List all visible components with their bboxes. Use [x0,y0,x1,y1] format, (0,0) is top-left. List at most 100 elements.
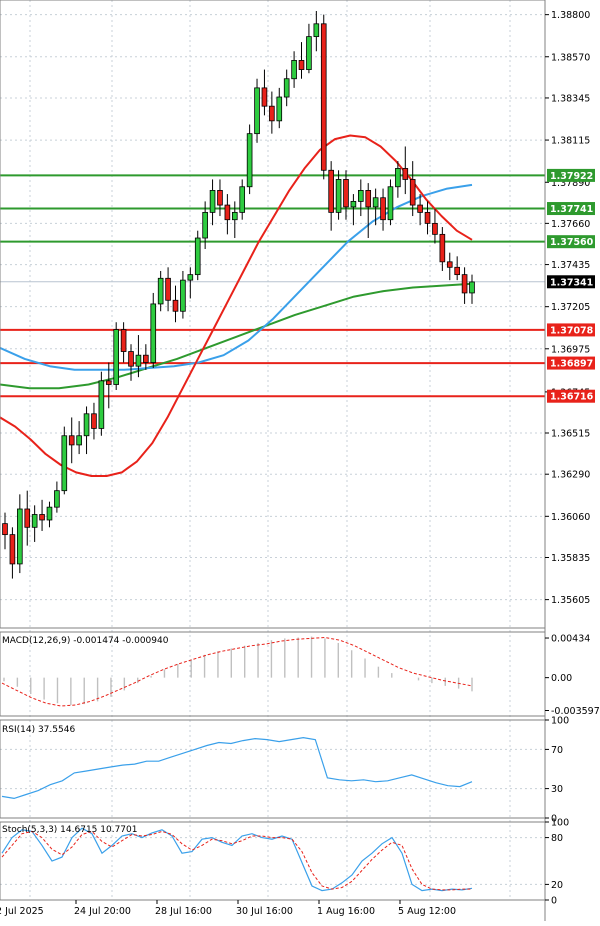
rsi-label: RSI(14) 37.5546 [2,725,75,735]
x-axis-label: 30 Jul 16:00 [236,906,293,917]
candle [409,179,416,206]
panel-frame [0,0,546,629]
rsi-tick-label: 0 [551,814,557,825]
level-label-box [547,389,595,403]
stoch-tick-label: 20 [551,880,563,891]
candle [91,413,97,429]
candle [335,179,342,213]
price-tick-label: 1.35835 [551,553,590,564]
price-tick-label: 1.36060 [551,512,590,523]
candle [276,96,283,122]
horizontal-levels [0,174,545,398]
candle [31,514,38,528]
price-tick-label: 1.37435 [551,260,590,271]
candle [105,380,112,385]
candle [54,490,60,508]
candle [454,266,460,276]
frame [0,0,546,921]
candle [261,87,268,107]
ma-red-line [0,134,473,477]
level-label: 1.37560 [550,237,594,248]
panel-frame [0,719,546,819]
candle [387,186,394,221]
rsi-tick-label: 100 [551,716,569,727]
candle [150,303,157,363]
price-tick-label: 1.35605 [551,595,590,606]
candle [217,190,223,206]
level-label-box [547,235,595,249]
candle [98,380,105,429]
ma-green-line [0,282,473,390]
candle [39,514,45,521]
price-tick-label: 1.38345 [551,93,590,104]
candle [424,211,431,224]
candle [461,274,468,294]
rsi-line [1,736,473,800]
x-axis-label: 28 Jul 16:00 [155,906,212,917]
candle [194,237,201,276]
panel-labels: MACD(12,26,9) -0.001474 -0.000940 RSI(14… [2,636,169,835]
price-tick-label: 1.36290 [551,470,590,481]
candle [61,435,68,492]
candle [202,211,208,239]
price-axis: 1.38800 1.38570 1.38345 1.38115 1.37660 1.374… [0,10,600,917]
candle [269,105,275,122]
candle [46,506,53,521]
current-price-box [547,275,595,289]
candle [246,133,253,188]
candle [358,190,364,202]
level-label: 1.37741 [550,204,593,215]
stoch-tick-label: 0 [551,896,557,907]
candle [120,329,127,352]
candle [180,279,186,312]
level-label: 1.37922 [550,171,593,182]
candle [83,413,90,437]
candle [298,60,305,70]
candle [469,281,475,294]
price-tick-label: 1.38570 [551,52,590,63]
candle [157,277,164,305]
ma-blue-line [0,183,473,371]
candle [9,534,16,565]
price-tick-label: 1.38115 [551,136,590,147]
candle [113,329,119,385]
stoch-main-line [1,827,473,892]
level-label-box [547,323,595,337]
candle [224,204,231,221]
candle [313,23,320,38]
candle [372,197,379,208]
candle [143,354,149,363]
price-tick-label: 1.37205 [551,302,590,313]
candle [365,190,372,208]
candle [446,261,453,268]
oscillators [1,636,473,892]
candle [68,435,75,446]
candle [165,277,171,301]
price-tick-label: 1.37660 [551,219,590,230]
candle [283,78,290,98]
candle [320,23,327,171]
price-tick-label-partial: 1.37890 [551,178,590,189]
candle [209,190,216,213]
candle [172,299,179,312]
level-label: 1.36897 [550,359,593,370]
level-label-box [547,202,595,216]
candle [24,508,31,528]
rsi-tick-label: 70 [551,745,563,756]
level-label-box [547,168,595,182]
candle [380,197,386,221]
grid [0,0,545,900]
candle [395,168,401,188]
price-tick-label: 1.36975 [551,344,590,355]
stoch-signal-line [1,830,472,891]
candle [2,523,8,536]
stoch-tick-label: 100 [551,818,569,829]
stoch-tick-label: 80 [551,833,563,844]
level-label: 1.36716 [550,392,594,403]
candle [343,179,349,208]
candle [291,60,297,80]
candle [306,36,312,70]
macd-label: MACD(12,26,9) -0.001474 -0.000940 [2,636,169,646]
price-tick-label: 1.36515 [551,429,590,440]
